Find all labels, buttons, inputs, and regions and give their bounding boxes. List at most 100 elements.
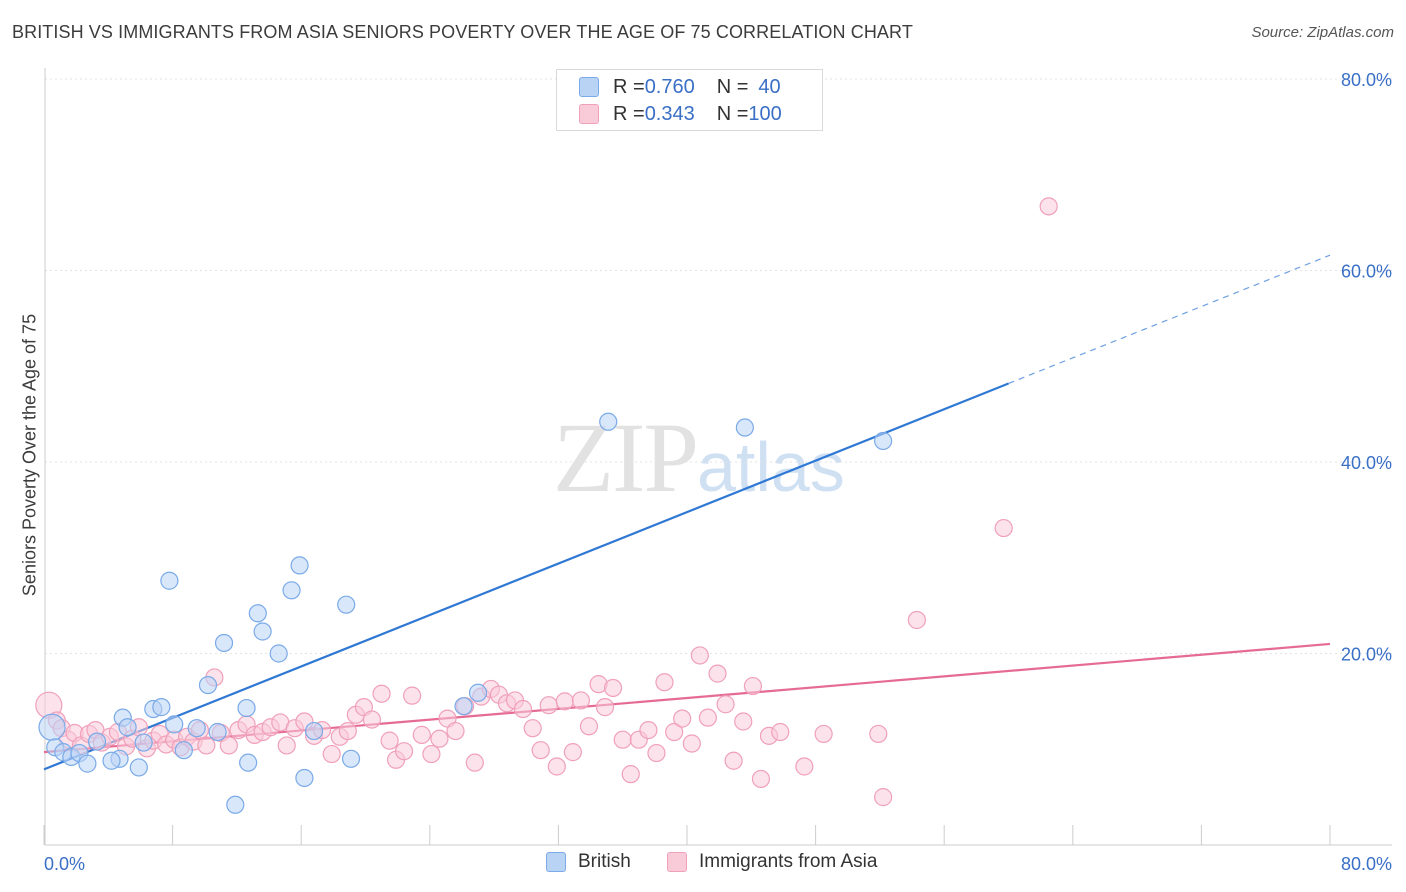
british-point xyxy=(337,595,356,614)
asia-point xyxy=(907,610,926,630)
asia-point xyxy=(814,724,833,744)
british-swatch xyxy=(546,852,566,872)
british-point xyxy=(102,751,121,770)
asia-point xyxy=(322,744,341,764)
asia-point xyxy=(869,724,888,744)
asia-point xyxy=(430,729,449,748)
british-point xyxy=(226,795,245,814)
asia-point xyxy=(682,734,701,753)
british-point xyxy=(165,715,184,734)
british-point xyxy=(208,722,227,742)
r-label: R = xyxy=(613,102,645,125)
asia-swatch xyxy=(579,104,599,124)
asia-point xyxy=(362,710,382,729)
british-point xyxy=(187,719,206,738)
asia-swatch xyxy=(667,852,687,872)
asia-point xyxy=(795,757,814,776)
asia-point xyxy=(751,769,771,789)
british-point xyxy=(282,581,301,600)
source-label: Source: ZipAtlas.com xyxy=(1251,24,1394,41)
asia-point xyxy=(743,676,763,696)
n-label: N = xyxy=(716,102,749,125)
legend-item-british[interactable]: British xyxy=(546,851,631,873)
r-value: 0.760 xyxy=(644,75,695,98)
asia-point xyxy=(571,691,591,710)
asia-point xyxy=(197,736,216,755)
chart-title: BRITISH VS IMMIGRANTS FROM ASIA SENIORS … xyxy=(12,22,913,42)
y-axis-label: Seniors Poverty Over the Age of 75 xyxy=(19,313,40,597)
asia-point xyxy=(555,692,574,711)
tick-labels: 20.0% 40.0% 60.0% 80.0% 0.0% 80.0% xyxy=(44,70,1392,874)
british-point xyxy=(735,418,754,437)
british-point xyxy=(134,733,153,752)
british-point xyxy=(290,556,309,575)
legend-item-asia[interactable]: Immigrants from Asia xyxy=(667,851,877,873)
asia-point xyxy=(595,698,615,717)
asia-point xyxy=(422,744,441,764)
asia-point xyxy=(639,720,658,740)
british-point xyxy=(160,571,179,590)
n-value: 100 xyxy=(748,102,782,125)
x-tick-label: 80.0% xyxy=(1341,854,1392,874)
british-point xyxy=(38,713,66,741)
british-point xyxy=(87,732,107,751)
legend-row-british: R = 0.760 N = 40 xyxy=(579,74,781,100)
asia-point xyxy=(690,646,709,665)
asia-point xyxy=(539,696,558,715)
asia-point xyxy=(446,721,465,741)
watermark: ZIPatlas xyxy=(553,400,845,515)
asia-point xyxy=(655,673,674,692)
asia-point xyxy=(372,684,391,703)
british-point xyxy=(253,622,272,641)
asia-point xyxy=(708,664,727,683)
asia-point xyxy=(771,722,790,742)
british-point xyxy=(295,768,314,788)
asia-point xyxy=(219,736,238,755)
asia-point xyxy=(338,721,357,741)
asia-point xyxy=(647,743,666,763)
british-point xyxy=(118,718,137,737)
asia-point xyxy=(603,678,623,698)
asia-point xyxy=(579,717,599,736)
british-trend-line xyxy=(43,382,1009,771)
asia-point xyxy=(563,743,582,762)
asia-point xyxy=(380,731,399,750)
british-point xyxy=(78,754,97,773)
asia-point xyxy=(513,699,533,719)
legend-label: British xyxy=(578,851,631,872)
asia-point xyxy=(698,708,717,727)
asia-point xyxy=(394,742,414,761)
legend-row-asia: R = 0.343 N = 100 xyxy=(579,101,782,127)
british-swatch xyxy=(579,77,599,97)
legend-label: Immigrants from Asia xyxy=(699,851,878,872)
british-point xyxy=(874,431,893,451)
british-point xyxy=(237,698,256,718)
asia-point xyxy=(716,695,735,714)
y-tick-label: 80.0% xyxy=(1341,70,1392,90)
asia-point xyxy=(665,722,684,742)
asia-point xyxy=(874,788,893,807)
data-points xyxy=(35,197,1058,814)
british-point xyxy=(239,753,258,772)
british-point xyxy=(198,675,218,695)
asia-point xyxy=(673,709,692,728)
y-tick-label: 20.0% xyxy=(1341,645,1392,665)
stats-legend: R = 0.760 N = 40 R = 0.343 N = 100 xyxy=(556,69,823,131)
y-tick-label: 40.0% xyxy=(1341,453,1392,473)
british-trend-extension xyxy=(1008,254,1331,385)
asia-point xyxy=(994,518,1013,538)
british-point xyxy=(174,741,193,760)
n-label: N = xyxy=(716,75,749,98)
british-point xyxy=(129,758,148,777)
asia-point xyxy=(734,712,753,731)
r-value: 0.343 xyxy=(644,102,695,125)
british-point xyxy=(468,683,488,702)
british-point xyxy=(341,749,361,768)
grid-lines xyxy=(45,78,1392,654)
british-point xyxy=(454,697,473,716)
british-point xyxy=(152,698,171,717)
asia-point xyxy=(621,765,640,784)
british-point xyxy=(599,412,618,431)
british-point xyxy=(304,721,324,741)
